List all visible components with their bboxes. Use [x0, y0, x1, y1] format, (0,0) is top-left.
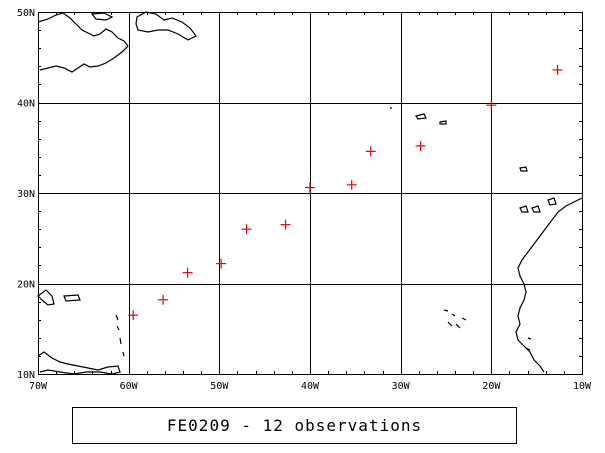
coastline-lesser-antilles [115, 314, 125, 357]
coastline-pei [90, 12, 114, 21]
lat-tick-label: 30N [17, 189, 35, 200]
map-grid [38, 12, 583, 375]
coastline-azores [390, 107, 447, 125]
lon-tick-label: 30W [392, 381, 411, 392]
lat-tick-label: 50N [17, 8, 35, 19]
observation-marker [182, 267, 193, 278]
observation-marker [128, 310, 139, 321]
observation-markers [128, 64, 563, 321]
map-frame [38, 12, 583, 375]
lon-tick-label: 50W [210, 381, 229, 392]
observation-marker [486, 100, 497, 111]
coastline-canaries [519, 197, 557, 213]
coastline-puerto-rico [63, 294, 81, 302]
observation-marker [365, 146, 376, 157]
lat-tick-label: 10N [17, 370, 35, 381]
observation-marker [305, 182, 315, 193]
lat-tick-label: 20N [17, 280, 35, 291]
observation-marker [346, 179, 357, 190]
coastline-cape-verde [443, 309, 467, 329]
coastline-newfoundland [135, 11, 197, 41]
observation-marker [280, 219, 291, 230]
lon-tick-label: 70W [29, 381, 48, 392]
coastline-africa-islands [525, 337, 532, 351]
latitude-tick-labels: 10N 20N 30N 40N 50N [17, 8, 35, 381]
coastline-madeira [519, 166, 528, 172]
observation-marker [216, 258, 227, 269]
lon-tick-label: 60W [120, 381, 139, 392]
observation-marker [241, 224, 252, 235]
caption-text: FE0209 - 12 observations [166, 416, 423, 435]
observation-marker [158, 294, 169, 305]
observation-marker [415, 140, 426, 151]
coastline-canada [37, 12, 129, 73]
lon-tick-label: 40W [301, 381, 320, 392]
coastline-venezuela [37, 351, 121, 375]
caption-box: FE0209 - 12 observations [72, 407, 517, 444]
longitude-tick-labels: 70W 60W 50W 40W 30W 20W 10W [29, 381, 592, 392]
lon-tick-label: 20W [482, 381, 501, 392]
observation-marker [552, 64, 563, 75]
coastline-caribbean-large [37, 289, 55, 306]
lat-tick-label: 40N [17, 99, 35, 110]
lon-tick-label: 10W [573, 381, 592, 392]
